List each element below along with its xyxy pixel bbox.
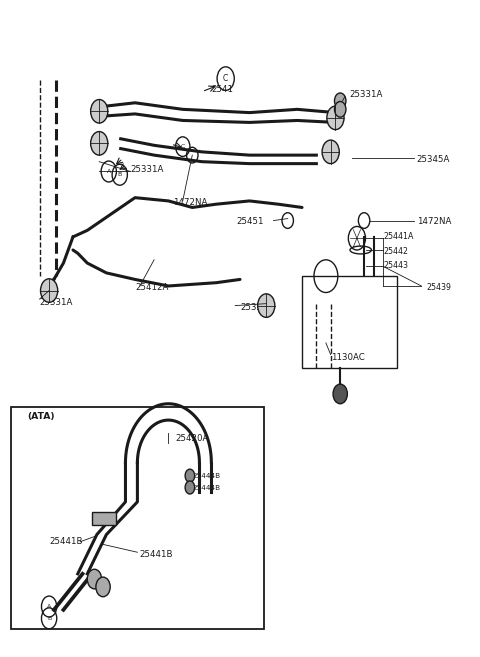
Text: C: C — [223, 74, 228, 83]
Text: 25444B: 25444B — [192, 472, 220, 479]
Text: 25439: 25439 — [426, 283, 451, 292]
Circle shape — [185, 469, 195, 482]
Text: 1472NA: 1472NA — [417, 217, 451, 227]
Text: 25331A: 25331A — [130, 165, 164, 174]
Text: 1130AC: 1130AC — [331, 353, 364, 362]
Text: 25451: 25451 — [236, 217, 264, 227]
Text: 25444B: 25444B — [192, 485, 220, 491]
Text: (ATA): (ATA) — [28, 413, 55, 421]
Text: 25441B: 25441B — [49, 537, 83, 546]
Circle shape — [335, 101, 346, 117]
Circle shape — [185, 481, 195, 494]
Text: B: B — [118, 172, 122, 177]
Text: 1472NA: 1472NA — [173, 198, 207, 208]
Text: 25441A: 25441A — [383, 233, 414, 241]
Text: B: B — [47, 616, 51, 621]
Text: 25442: 25442 — [383, 247, 408, 256]
Text: 25345A: 25345A — [417, 155, 450, 164]
Text: 25331A: 25331A — [350, 90, 383, 99]
Text: 2541: 2541 — [211, 85, 233, 94]
Text: 25441B: 25441B — [140, 550, 173, 558]
Circle shape — [96, 577, 110, 597]
Text: 25412A: 25412A — [135, 283, 168, 292]
Circle shape — [333, 384, 348, 404]
Circle shape — [335, 93, 346, 108]
Circle shape — [327, 106, 344, 129]
Text: A: A — [107, 169, 111, 174]
Text: 25331A: 25331A — [39, 298, 73, 307]
Text: C: C — [180, 144, 185, 149]
Circle shape — [87, 569, 102, 589]
Circle shape — [258, 294, 275, 317]
Circle shape — [40, 279, 58, 302]
Bar — [92, 512, 116, 525]
Circle shape — [322, 140, 339, 164]
FancyBboxPatch shape — [302, 276, 397, 368]
Text: 25420A: 25420A — [176, 434, 209, 443]
Text: A: A — [47, 604, 51, 609]
Text: 25331A: 25331A — [240, 303, 274, 312]
FancyBboxPatch shape — [11, 407, 264, 629]
Text: 25443: 25443 — [383, 261, 408, 270]
Circle shape — [91, 99, 108, 123]
Circle shape — [91, 131, 108, 155]
